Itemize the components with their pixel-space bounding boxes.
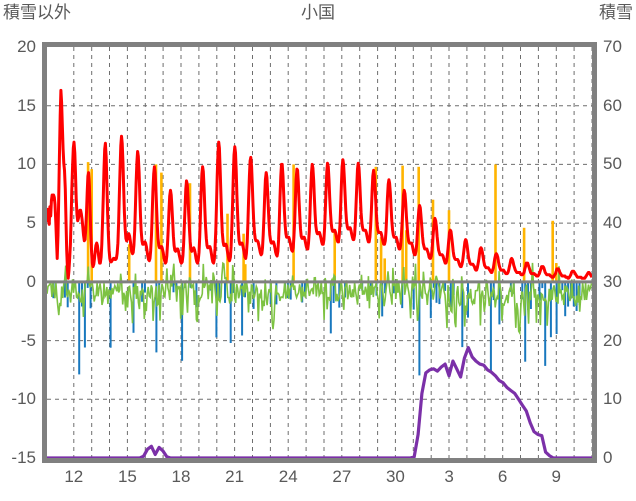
x-tick-24: 24 xyxy=(278,467,298,486)
y-tick-right-30: 30 xyxy=(603,271,622,291)
x-tick-15: 15 xyxy=(117,467,137,486)
y-tick-left-0: 0 xyxy=(26,271,36,291)
y-tick-left-15: 15 xyxy=(17,95,36,115)
y-tick-left-20: 20 xyxy=(17,37,36,56)
y-tick-right-10: 10 xyxy=(603,389,622,409)
x-tick-12: 12 xyxy=(64,467,84,486)
y-tick-right-20: 20 xyxy=(603,330,622,350)
x-tick-3: 3 xyxy=(444,467,454,486)
x-tick-18: 18 xyxy=(171,467,191,486)
y-tick-left-neg10: -10 xyxy=(11,389,36,409)
y-tick-left-neg5: -5 xyxy=(20,330,36,350)
plot-inner xyxy=(47,47,592,458)
x-tick-27: 27 xyxy=(332,467,352,486)
page-title: 小国 xyxy=(301,3,335,22)
plot-area xyxy=(42,42,597,463)
x-tick-6: 6 xyxy=(497,467,508,486)
y-tick-left-neg15: -15 xyxy=(11,448,36,467)
right-axis-caption: 積雪 xyxy=(599,3,633,22)
y-tick-right-70: 70 xyxy=(603,37,622,56)
x-tick-21: 21 xyxy=(225,467,245,486)
y-tick-right-0: 0 xyxy=(603,448,613,467)
y-tick-right-40: 40 xyxy=(603,213,622,233)
y-tick-right-60: 60 xyxy=(603,95,622,115)
y-tick-left-5: 5 xyxy=(26,213,36,233)
left-axis-caption: 積雪以外 xyxy=(3,3,71,22)
x-tick-30: 30 xyxy=(385,467,405,486)
x-tick-9: 9 xyxy=(551,467,561,486)
y-tick-left-10: 10 xyxy=(17,154,36,174)
data-series-layer xyxy=(47,88,592,458)
y-tick-right-50: 50 xyxy=(603,154,622,174)
